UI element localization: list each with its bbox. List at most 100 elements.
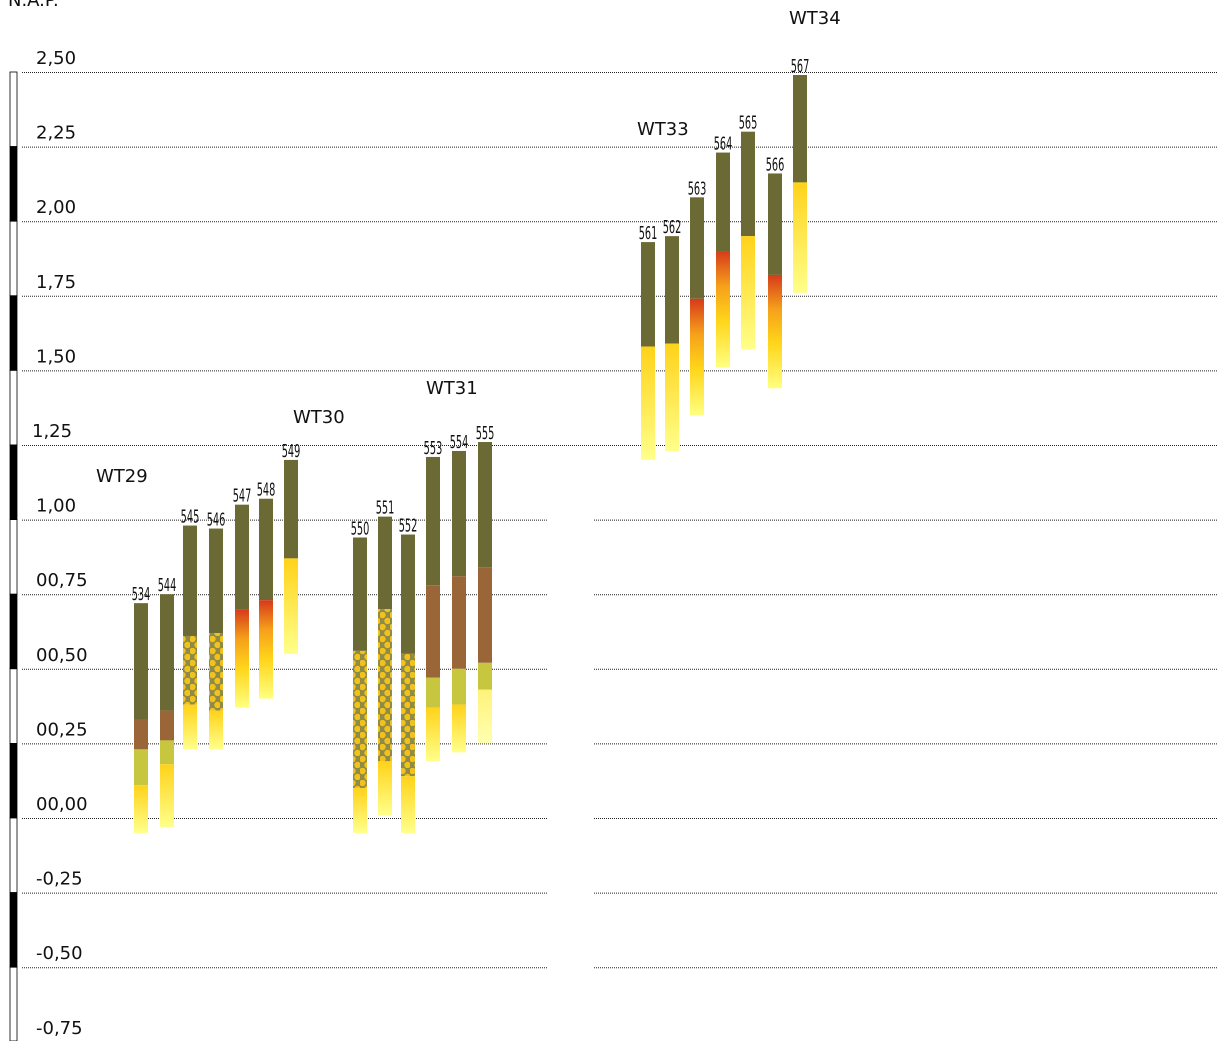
bar-layer-olive — [183, 525, 197, 636]
bar-layer-olive — [284, 459, 298, 559]
grid-lines — [22, 72, 1218, 969]
core-bar-567: 567 — [791, 57, 810, 293]
bar-layer-red_yellow — [716, 251, 730, 368]
bar-layer-red_yellow — [259, 600, 273, 699]
core-bar-545: 545 — [181, 508, 200, 750]
bar-id-label: 549 — [282, 442, 301, 462]
bar-layer-olive — [768, 173, 782, 275]
y-tick-label: 2,50 — [36, 48, 76, 69]
scale-segment — [9, 146, 18, 222]
bar-layer-yellow_pale — [641, 346, 655, 460]
bar-layer-olive — [160, 594, 174, 711]
scale-segment — [9, 668, 18, 744]
bar-id-label: 547 — [233, 487, 252, 507]
bar-id-label: 566 — [766, 156, 785, 176]
scale-segment — [9, 295, 18, 371]
bar-layer-yellow_pale — [426, 707, 440, 762]
y-tick-label: 2,25 — [36, 123, 76, 144]
group-labels: WT29 WT30 WT31 WT33 WT34 — [96, 8, 841, 487]
y-axis: N.A.P. 2,50 2,25 2,00 1,75 1,50 1,25 1,00 00,75… — [8, 0, 88, 1039]
bar-layer-red_yellow — [768, 274, 782, 389]
bar-layer-yellow_pale — [665, 343, 679, 451]
bar-layer-dotted — [378, 609, 392, 762]
bar-layer-lime — [426, 677, 440, 708]
bar-id-label: 567 — [791, 57, 810, 77]
bar-layer-yellow_pale — [452, 704, 466, 753]
bar-layer-olive — [665, 236, 679, 344]
bar-layer-yellow_pale — [134, 785, 148, 833]
bar-layer-dotted — [209, 632, 223, 711]
core-bar-554: 554 — [450, 433, 469, 753]
bar-layer-olive — [478, 442, 492, 568]
bar-layer-olive — [401, 534, 415, 654]
core-bar-534: 534 — [132, 585, 151, 833]
scale-segment — [9, 444, 18, 520]
bar-id-label: 564 — [714, 135, 733, 155]
bar-layer-brown — [134, 719, 148, 750]
vertical-scale-bar — [9, 71, 18, 1041]
bar-id-label: 551 — [376, 499, 395, 519]
bar-layer-yellow_pale — [183, 704, 197, 750]
group-label: WT33 — [637, 119, 689, 140]
core-bar-553: 553 — [424, 439, 443, 762]
bar-layer-olive — [716, 152, 730, 252]
bar-id-label: 553 — [424, 439, 443, 459]
core-bar-551: 551 — [376, 499, 395, 816]
y-tick-label: 00,25 — [36, 719, 88, 740]
bar-layer-olive — [641, 242, 655, 347]
core-bar-561: 561 — [639, 224, 657, 460]
bar-id-label: 554 — [450, 433, 469, 453]
bar-layer-yellow_pale — [353, 788, 367, 833]
bar-layer-olive — [741, 131, 755, 237]
bar-layer-olive — [378, 516, 392, 610]
group-label: WT29 — [96, 466, 148, 487]
core-bar-564: 564 — [714, 135, 733, 368]
core-bar-547: 547 — [233, 487, 252, 708]
bar-id-label: 545 — [181, 508, 200, 528]
bar-layer-lime — [478, 662, 492, 690]
scale-segment — [9, 817, 18, 893]
scale-segment — [9, 369, 18, 446]
bar-id-label: 555 — [476, 424, 495, 444]
bar-layer-olive — [793, 74, 807, 183]
bar-layer-dotted — [401, 653, 415, 777]
bar-layer-brown — [478, 567, 492, 663]
bar-layer-olive — [452, 450, 466, 577]
bar-id-label: 544 — [158, 576, 177, 596]
core-bar-548: 548 — [257, 481, 276, 699]
bar-layer-red_yellow — [235, 609, 249, 708]
core-bar-565: 565 — [739, 114, 758, 350]
bar-layer-brown — [426, 585, 440, 678]
bar-layer-olive — [426, 456, 440, 586]
bar-layer-dotted — [353, 650, 367, 789]
bar-id-label: 565 — [739, 114, 758, 134]
bar-id-label: 550 — [351, 520, 370, 540]
bar-layer-yellow_pale — [401, 776, 415, 833]
bar-layer-yellow_pale — [378, 761, 392, 816]
scale-segment — [9, 966, 18, 1041]
core-bar-550: 550 — [351, 520, 370, 833]
scale-segment — [9, 220, 18, 297]
scale-segment — [9, 593, 18, 670]
bar-layer-olive — [353, 537, 367, 651]
bar-layer-olive — [209, 528, 223, 633]
core-bar-566: 566 — [766, 156, 785, 389]
core-bar-552: 552 — [399, 517, 417, 833]
bar-id-label: 548 — [257, 481, 276, 501]
bar-layer-lime — [134, 749, 148, 786]
bar-id-label: 562 — [663, 218, 682, 238]
bar-id-label: 546 — [207, 511, 226, 531]
bar-layer-yellow_pale — [741, 236, 755, 350]
core-bar-546: 546 — [207, 511, 226, 750]
y-tick-label: 1,50 — [36, 346, 76, 367]
group-label: WT31 — [426, 378, 478, 399]
y-tick-label: 1,00 — [36, 496, 76, 517]
y-tick-label: 1,75 — [36, 272, 76, 293]
bar-layer-red_yellow — [690, 298, 704, 416]
bar-layer-brown — [452, 576, 466, 669]
y-tick-label: -0,75 — [36, 1018, 83, 1039]
bar-id-label: 534 — [132, 585, 151, 605]
y-tick-label: 1,25 — [32, 421, 72, 442]
